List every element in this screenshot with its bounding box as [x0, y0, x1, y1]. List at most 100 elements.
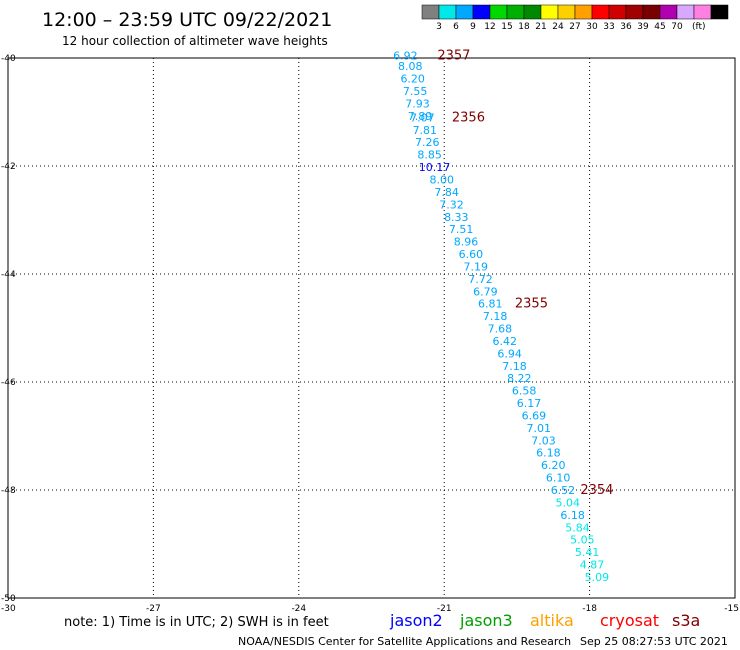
- legend-label: 21: [535, 22, 546, 32]
- legend-label: 36: [620, 22, 632, 32]
- timestamp: Sep 25 08:27:53 UTC 2021: [580, 635, 728, 648]
- y-tick-label: -40: [1, 54, 16, 64]
- swh-value: 6.69: [522, 409, 547, 422]
- swh-value: 6.42: [493, 335, 518, 348]
- swh-value: 5.09: [585, 571, 610, 584]
- satellite-name: s3a: [672, 611, 700, 630]
- legend-swatch: [523, 4, 542, 20]
- swh-value: 6.94: [497, 347, 522, 360]
- swh-value: 7.07: [410, 111, 435, 124]
- x-tick-label: -15: [724, 604, 739, 614]
- swh-value: 7.18: [502, 360, 527, 373]
- legend-swatch: [625, 4, 644, 20]
- x-axis-ticks: -30 -27 -24 -21 -18 -15: [1, 604, 739, 614]
- pass-time-label: 2354: [580, 483, 613, 498]
- legend-label: 27: [569, 22, 580, 32]
- legend-label: 3: [436, 22, 442, 32]
- swh-value: 7.93: [405, 97, 430, 110]
- swh-value: 10.17: [419, 161, 451, 174]
- satellite-name: cryosat: [600, 611, 659, 630]
- legend-swatch: [489, 4, 508, 20]
- swh-value: 5.41: [575, 546, 600, 559]
- swh-value: 7.32: [439, 198, 464, 211]
- y-axis-ticks: -40 -42 -44 -46 -48 -50: [1, 54, 16, 604]
- swh-value: 7.03: [531, 434, 556, 447]
- swh-value: 7.55: [403, 85, 428, 98]
- swh-value: 8.08: [398, 60, 423, 73]
- legend-swatch: [540, 4, 559, 20]
- legend-label: 15: [501, 22, 512, 32]
- swh-value: 7.18: [483, 310, 508, 323]
- legend-label: 9: [470, 22, 476, 32]
- legend-swatch: [659, 4, 678, 20]
- pass-time-label: 2356: [452, 110, 485, 125]
- legend-swatch: [693, 4, 712, 20]
- swh-value: 6.20: [541, 459, 566, 472]
- swh-color-legend: 3 6 9 12 15 18 21 24 27 30 33 36 39 45 70 (ft): [421, 4, 729, 32]
- swh-value: 6.18: [560, 509, 585, 522]
- legend-unit: (ft): [692, 22, 706, 32]
- legend-swatch: [676, 4, 695, 20]
- swh-value: 6.20: [400, 73, 425, 86]
- legend-swatch: [506, 4, 525, 20]
- credit-line: NOAA/NESDIS Center for Satellite Applica…: [238, 635, 571, 648]
- swh-value: 8.22: [507, 372, 532, 385]
- footer-note: note: 1) Time is in UTC; 2) SWH is in fe…: [64, 615, 329, 630]
- swh-value: 6.18: [536, 447, 561, 460]
- y-tick-label: -44: [1, 270, 16, 280]
- y-tick-label: -48: [1, 486, 16, 496]
- swh-value: 6.17: [517, 397, 542, 410]
- swh-value: 6.92: [393, 49, 418, 62]
- swh-value: 5.84: [565, 521, 590, 534]
- legend-swatch: [455, 4, 474, 20]
- x-tick-label: -21: [437, 604, 452, 614]
- swh-values: 6.928.086.207.557.937.897.077.817.268.85…: [393, 49, 609, 584]
- legend-swatch: [438, 4, 457, 20]
- swh-value: 7.01: [526, 422, 551, 435]
- pass-time-labels: 2357 2356 2355 2354: [437, 48, 613, 498]
- swh-value: 6.52: [551, 484, 576, 497]
- swh-value: 5.05: [570, 534, 595, 547]
- y-tick-label: -42: [1, 162, 16, 172]
- swh-value: 7.68: [488, 323, 513, 336]
- swh-value: 8.96: [454, 236, 479, 249]
- swh-value: 6.81: [478, 298, 503, 311]
- y-tick-label: -50: [1, 594, 16, 604]
- grid-lines: [8, 58, 735, 598]
- swh-value: 7.19: [463, 260, 488, 273]
- legend-label: 18: [518, 22, 530, 32]
- legend-swatch: [557, 4, 576, 20]
- pass-time-label: 2355: [515, 297, 548, 312]
- swh-value: 8.33: [444, 211, 469, 224]
- legend-label: 12: [484, 22, 495, 32]
- swh-value: 6.58: [512, 385, 537, 398]
- legend-swatch: [421, 4, 440, 20]
- legend-label: 33: [603, 22, 614, 32]
- legend-label: 24: [552, 22, 564, 32]
- swh-value: 6.79: [473, 285, 498, 298]
- swh-value: 7.26: [415, 136, 440, 149]
- x-tick-label: -27: [146, 604, 161, 614]
- chart-title: 12:00 – 23:59 UTC 09/22/2021: [42, 9, 332, 31]
- x-tick-label: -24: [291, 604, 306, 614]
- x-tick-label: -18: [582, 604, 597, 614]
- swh-value: 6.60: [459, 248, 484, 261]
- legend-label: 70: [671, 22, 683, 32]
- satellite-legend: jason2 jason3 altika cryosat s3a: [389, 611, 700, 630]
- legend-label: 6: [453, 22, 459, 32]
- x-tick-label: -30: [1, 604, 16, 614]
- legend-swatch: [710, 4, 729, 20]
- pass-time-label: 2357: [437, 48, 470, 63]
- plot-frame: [7, 57, 736, 599]
- swh-value: 8.85: [417, 149, 442, 162]
- swh-value: 4.87: [580, 559, 605, 572]
- swh-value: 5.04: [556, 496, 581, 509]
- legend-label: 39: [637, 22, 649, 32]
- chart-subtitle: 12 hour collection of altimeter wave hei…: [62, 34, 328, 48]
- swh-value: 8.00: [430, 174, 455, 187]
- legend-label: 30: [586, 22, 598, 32]
- satellite-name: jason3: [459, 611, 513, 630]
- satellite-name: altika: [530, 611, 574, 630]
- swh-value: 7.89: [408, 110, 433, 123]
